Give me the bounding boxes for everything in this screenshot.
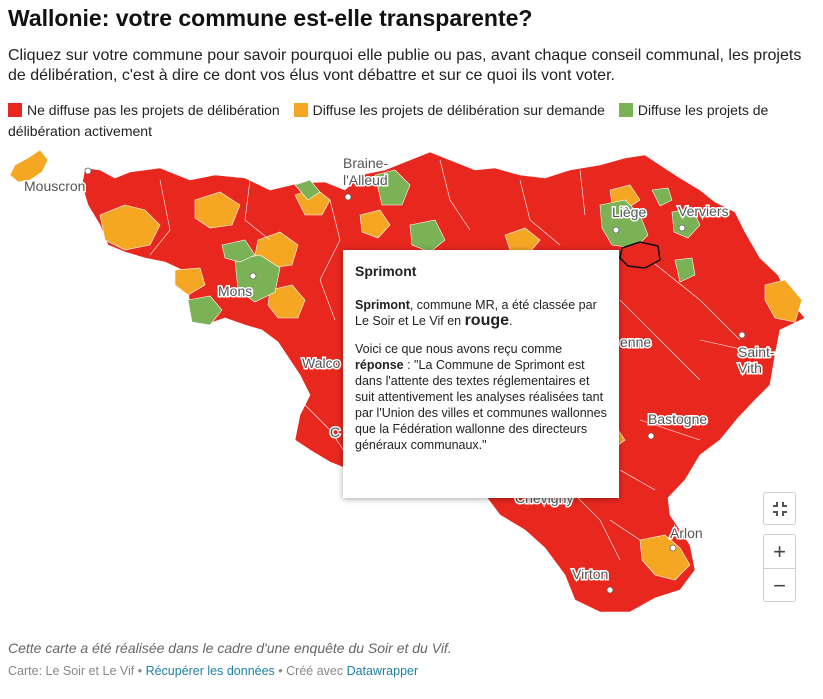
city-label-braine: Braine- <box>343 155 388 171</box>
city-label-alleud: l'Alleud <box>343 172 388 188</box>
download-data-link[interactable]: Récupérer les données <box>145 664 275 678</box>
page-subtitle: Cliquez sur votre commune pour savoir po… <box>8 47 802 84</box>
tooltip-classification-end: . <box>509 314 513 328</box>
legend-swatch-green <box>618 103 633 117</box>
tooltip-response-text: : "La Commune de Sprimont est dans l'att… <box>355 358 607 452</box>
zoom-controls: + − <box>763 534 796 602</box>
city-markers <box>84 167 746 594</box>
city-label-arlon: Arlon <box>670 525 703 541</box>
commune-tooltip: Sprimont Sprimont, commune MR, a été cla… <box>343 250 619 498</box>
city-label-bastogne: Bastogne <box>648 411 707 427</box>
city-label-mons: Mons <box>218 283 252 299</box>
city-label-saint: Saint- <box>738 344 775 360</box>
city-label-enne: enne <box>620 334 651 350</box>
zoom-in-button[interactable]: + <box>773 538 786 564</box>
legend-item-red: Ne diffuse pas les projets de délibérati… <box>8 102 280 118</box>
fullscreen-button[interactable] <box>763 492 796 525</box>
sprimont-commune[interactable] <box>619 241 661 269</box>
city-label-liege: Liège <box>612 204 646 220</box>
city-label-virton: Virton <box>572 566 608 582</box>
datawrapper-link[interactable]: Datawrapper <box>346 664 419 678</box>
tooltip-response-intro: Voici ce que nous avons reçu comme <box>355 342 563 356</box>
tooltip-color-value: rouge <box>464 312 510 329</box>
footer-mid: • Créé avec <box>274 664 347 678</box>
footer-source: Carte: Le Soir et Le Vif • <box>8 664 146 678</box>
mouscron-area[interactable] <box>9 149 49 183</box>
tooltip-commune-name: Sprimont <box>355 298 410 312</box>
footer: Carte: Le Soir et Le Vif • Récupérer les… <box>8 664 418 678</box>
tooltip-response-label: réponse <box>355 358 404 372</box>
city-label-c: C <box>330 424 340 440</box>
city-label-vith: Vith <box>738 360 762 376</box>
green-communes <box>187 169 701 326</box>
zoom-out-button[interactable]: − <box>764 568 795 602</box>
tooltip-response: Voici ce que nous avons reçu comme répon… <box>355 341 607 453</box>
map-note: Cette carte a été réalisée dans le cadre… <box>8 640 452 656</box>
tooltip-title: Sprimont <box>355 263 417 279</box>
city-label-mouscron: Mouscron <box>24 178 85 194</box>
legend-label-red: Ne diffuse pas les projets de délibérati… <box>27 102 280 118</box>
tooltip-classification: Sprimont, commune MR, a été classée par … <box>355 297 607 329</box>
legend-label-green: Diffuse les projets de délibération acti… <box>8 102 769 139</box>
fullscreen-exit-icon <box>772 501 787 516</box>
page-title: Wallonie: votre commune est-elle transpa… <box>8 5 533 31</box>
legend-item-green: Diffuse les projets de délibération acti… <box>8 102 768 139</box>
legend-swatch-red <box>8 103 22 117</box>
legend-item-orange: Diffuse les projets de délibération sur … <box>293 102 605 118</box>
legend: Ne diffuse pas les projets de délibérati… <box>8 100 808 142</box>
city-label-walcourt: Walco <box>302 355 341 371</box>
legend-label-orange: Diffuse les projets de délibération sur … <box>312 102 605 118</box>
tooltip-classification-text: , commune MR, a été classée par Le Soir … <box>355 298 597 328</box>
legend-swatch-orange <box>293 103 308 117</box>
city-label-verviers: Verviers <box>678 203 729 219</box>
